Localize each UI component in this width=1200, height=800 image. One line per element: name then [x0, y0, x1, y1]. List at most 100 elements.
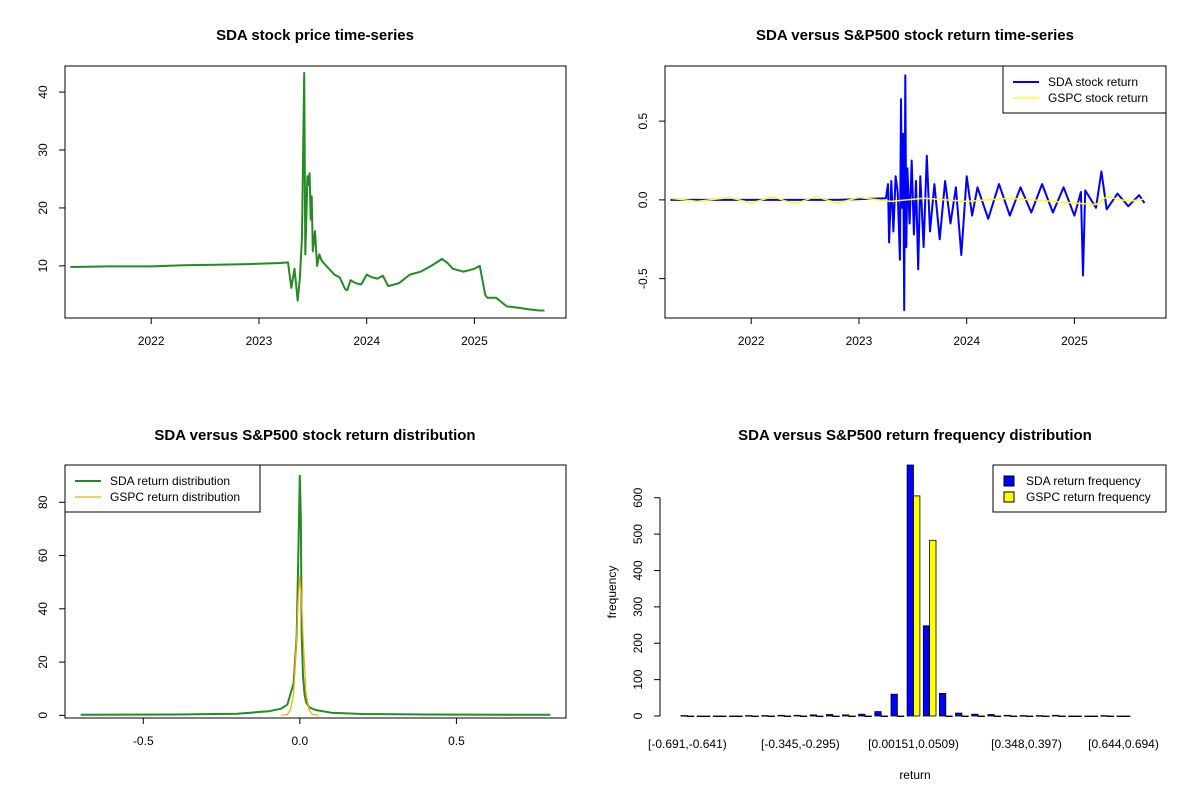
- sda-frequency-bar: [761, 715, 769, 717]
- sda-frequency-bar: [1084, 715, 1092, 718]
- returns-y-tick-label: 0.0: [636, 191, 650, 208]
- frequency-legend-swatch: [1003, 475, 1015, 487]
- gspc-frequency-bar: [897, 715, 905, 718]
- returns-legend-entry: GSPC stock return: [1048, 91, 1148, 105]
- sda-frequency-bar: [680, 715, 688, 717]
- sda-frequency-bar: [729, 715, 737, 718]
- sda-frequency-bar: [1116, 715, 1124, 718]
- returns-x-tick-label: 2024: [953, 334, 980, 348]
- gspc-frequency-bar: [913, 495, 921, 717]
- sda-frequency-bar: [842, 714, 850, 717]
- sda-frequency-bar: [1068, 715, 1076, 718]
- price-y-tick-label: 20: [36, 201, 50, 215]
- sda-frequency-bar: [971, 713, 979, 717]
- frequency-y-tick-label: 100: [631, 669, 645, 689]
- returns-chart-title: SDA versus S&P500 stock return time-seri…: [756, 27, 1074, 44]
- returns-x-tick-label: 2023: [846, 334, 873, 348]
- price-chart-panel: SDA stock price time-series 2022 2023 2024…: [36, 27, 567, 348]
- frequency-y-tick-label: 200: [631, 633, 645, 653]
- gspc-frequency-bar: [687, 715, 695, 718]
- gspc-frequency-bar: [1090, 715, 1098, 718]
- frequency-y-tick-label: 400: [631, 560, 645, 580]
- price-series-line: [70, 72, 545, 312]
- density-y-tick-label: 40: [36, 602, 50, 616]
- price-x-tick-label: 2024: [353, 334, 380, 348]
- sda-frequency-bar: [793, 714, 801, 717]
- sda-return-line: [670, 74, 1146, 312]
- gspc-frequency-bar: [880, 715, 889, 718]
- returns-x-tick-label: 2022: [738, 334, 765, 348]
- sda-frequency-bar: [1035, 715, 1044, 717]
- gspc-return-line: [670, 195, 1145, 206]
- sda-frequency-bar: [1003, 714, 1011, 717]
- sda-frequency-bar: [826, 714, 834, 717]
- sda-frequency-bar: [809, 714, 818, 717]
- returns-y-tick-label: -0.5: [636, 268, 650, 289]
- price-chart-title: SDA stock price time-series: [216, 27, 414, 44]
- sda-frequency-bar: [858, 713, 866, 717]
- frequency-chart-title: SDA versus S&P500 return frequency distr…: [738, 427, 1092, 444]
- gspc-frequency-bar: [993, 715, 1002, 718]
- density-chart-title: SDA versus S&P500 stock return distribut…: [154, 427, 475, 444]
- sda-frequency-bar: [874, 711, 882, 717]
- price-y-tick-label: 30: [36, 143, 50, 157]
- gspc-frequency-bar: [1042, 715, 1050, 718]
- density-chart-panel: SDA versus S&P500 stock return distribut…: [36, 427, 567, 748]
- sda-frequency-bar: [745, 715, 753, 717]
- frequency-x-tick-label: [-0.345,-0.295): [761, 737, 840, 751]
- returns-chart-panel: SDA versus S&P500 stock return time-seri…: [636, 27, 1167, 348]
- gspc-frequency-bar: [767, 715, 775, 718]
- gspc-frequency-bar: [832, 715, 840, 718]
- gspc-frequency-bar: [1058, 715, 1066, 718]
- gspc-frequency-bar: [751, 715, 759, 718]
- density-legend-box: [64, 464, 261, 513]
- price-y-tick-label: 10: [36, 259, 50, 273]
- sda-frequency-bar: [906, 464, 914, 717]
- sda-frequency-bar: [939, 693, 947, 717]
- sda-frequency-bar: [777, 714, 785, 717]
- density-legend-entry: SDA return distribution: [110, 474, 230, 488]
- gspc-frequency-bar: [929, 539, 937, 717]
- frequency-legend-box: [992, 464, 1167, 513]
- density-y-tick-label: 0: [36, 712, 50, 719]
- frequency-x-tick-label: [0.348,0.397): [991, 737, 1062, 751]
- gspc-frequency-bar: [848, 715, 856, 718]
- frequency-y-tick-label: 500: [631, 524, 645, 544]
- gspc-density-line: [281, 576, 319, 716]
- gspc-frequency-bar: [703, 715, 711, 718]
- price-x-tick-label: 2023: [246, 334, 273, 348]
- returns-legend-box: [1002, 65, 1167, 114]
- gspc-frequency-bar: [977, 715, 985, 718]
- frequency-y-tick-label: 300: [631, 597, 645, 617]
- density-y-tick-label: 20: [36, 655, 50, 669]
- frequency-x-tick-label: [0.644,0.694): [1088, 737, 1159, 751]
- density-legend-entry: GSPC return distribution: [110, 490, 240, 504]
- gspc-frequency-bar: [945, 715, 953, 718]
- frequency-chart-panel: SDA versus S&P500 return frequency distr…: [605, 427, 1167, 782]
- gspc-frequency-bar: [1026, 715, 1034, 718]
- frequency-y-tick-label: 600: [631, 487, 645, 507]
- sda-frequency-bar: [1100, 715, 1108, 717]
- gspc-frequency-bar: [816, 715, 824, 718]
- frequency-x-tick-label: [0.00151,0.0509): [868, 737, 959, 751]
- sda-frequency-bar: [955, 712, 963, 717]
- gspc-frequency-bar: [1074, 715, 1082, 718]
- frequency-legend-swatch: [1003, 491, 1015, 503]
- frequency-legend-entry: GSPC return frequency: [1026, 490, 1151, 504]
- sda-frequency-bar: [696, 715, 704, 718]
- frequency-y-axis-label: frequency: [605, 566, 619, 619]
- returns-x-tick-label: 2025: [1061, 334, 1088, 348]
- density-x-tick-label: -0.5: [133, 734, 154, 748]
- sda-frequency-bar: [1019, 715, 1027, 717]
- price-plot-frame: [64, 65, 567, 319]
- returns-y-tick-label: 0.5: [636, 112, 650, 129]
- gspc-frequency-bar: [961, 715, 969, 718]
- gspc-frequency-bar: [1123, 715, 1131, 718]
- frequency-x-axis-label: return: [899, 768, 930, 782]
- gspc-frequency-bar: [735, 715, 743, 718]
- price-y-tick-label: 40: [36, 85, 50, 99]
- gspc-frequency-bar: [783, 715, 792, 718]
- gspc-frequency-bar: [864, 715, 872, 718]
- gspc-frequency-bar: [1010, 715, 1018, 718]
